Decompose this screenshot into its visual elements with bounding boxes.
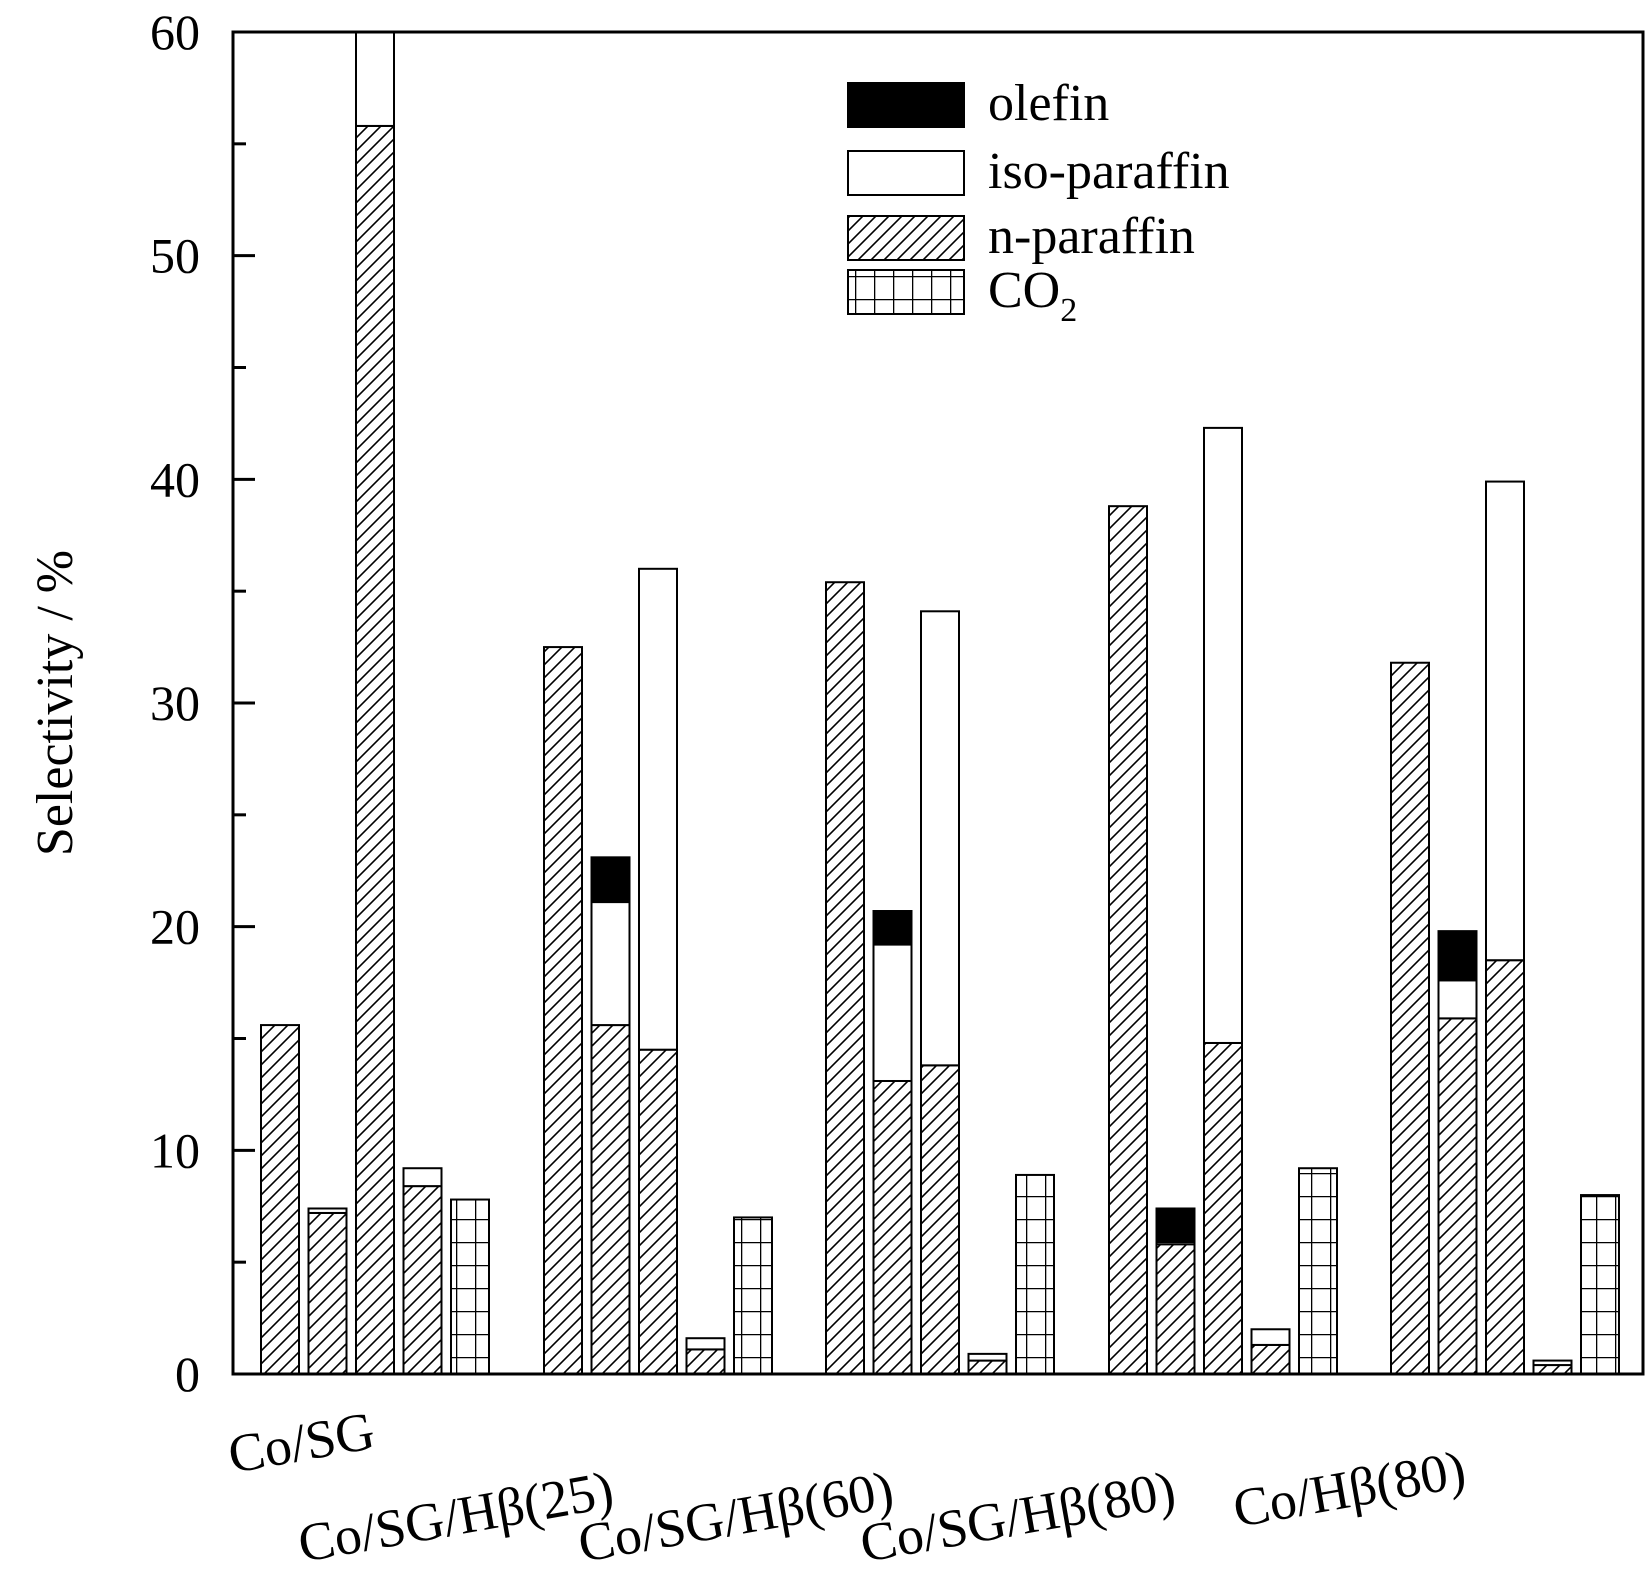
bar-segment-n-paraffin (1390, 661, 1430, 1375)
bar-segment-n-paraffin (1155, 1243, 1196, 1375)
bar-segment-iso-paraffin (1250, 1328, 1291, 1346)
bar-segment-olefin (1437, 930, 1478, 982)
bar-co2 (733, 1216, 773, 1376)
bar-segment-olefin (872, 910, 913, 946)
y-tick-label: 10 (150, 1122, 200, 1178)
bar-segment-n-paraffin (402, 1185, 443, 1375)
bar-segment-n-paraffin (825, 581, 865, 1375)
y-tick-label: 20 (150, 899, 200, 955)
bar-segment-n-paraffin (1437, 1017, 1478, 1375)
category-label: Co/SG/Hβ(80) (856, 1459, 1180, 1573)
bar-segment-n-paraffin (685, 1348, 726, 1375)
legend-item-n: n-paraffin (847, 208, 1195, 265)
bar-segment-n-paraffin (1203, 1041, 1243, 1376)
bar-group (260, 31, 490, 1376)
bar-segment-iso-paraffin (638, 567, 678, 1051)
y-tick-label: 0 (175, 1346, 200, 1402)
y-axis-title: Selectivity / % (27, 550, 84, 856)
bar-segment-n-paraffin (307, 1211, 348, 1375)
bar-segment-iso-paraffin (872, 943, 913, 1082)
bar-segment-iso-paraffin (307, 1207, 348, 1214)
bar-segment-n-paraffin (260, 1024, 300, 1375)
bar-segment-n-paraffin (1485, 959, 1525, 1375)
bar-segment-n-paraffin (967, 1359, 1008, 1375)
y-tick-label: 60 (150, 4, 200, 60)
y-tick-label: 30 (150, 675, 200, 731)
legend-swatch-co2 (847, 269, 965, 315)
y-axis: 0 10 20 30 40 50 60 (150, 4, 255, 1402)
bar-segment-n-paraffin (920, 1064, 960, 1375)
bar-segment-n-paraffin (638, 1048, 678, 1376)
category-label: Co/Hβ(80) (1229, 1439, 1470, 1539)
bar-group (1108, 426, 1338, 1376)
bar-segment-iso-paraffin (1203, 426, 1243, 1044)
bar-segment-iso-paraffin (1437, 979, 1478, 1020)
bar-segment-n-paraffin (355, 124, 395, 1376)
bar-co2 (1015, 1173, 1055, 1375)
y-tick-label: 50 (150, 228, 200, 284)
category-label: Co/SG (224, 1400, 379, 1485)
bar-segment-olefin (1155, 1207, 1196, 1244)
legend-item-iso: iso-paraffin (847, 143, 1230, 200)
bar-group (825, 581, 1055, 1376)
legend-label-n: n-paraffin (988, 208, 1195, 265)
bars-layer (260, 31, 1620, 1376)
bar-segment-n-paraffin (1250, 1343, 1291, 1376)
bar-segment-iso-paraffin (1532, 1359, 1573, 1367)
bar-group (543, 567, 773, 1376)
bar-segment-iso-paraffin (685, 1337, 726, 1351)
legend-item-co2: CO2 (847, 262, 1077, 329)
bar-co2 (1298, 1167, 1338, 1376)
bar-segment-n-paraffin (872, 1079, 913, 1376)
bar-segment-n-paraffin (543, 646, 583, 1375)
bar-segment-iso-paraffin (590, 901, 631, 1027)
legend-label-olefin: olefin (988, 75, 1109, 132)
legend-item-olefin: olefin (847, 75, 1109, 132)
legend-swatch-n (847, 215, 965, 261)
legend-label-iso: iso-paraffin (988, 143, 1230, 200)
bar-segment-n-paraffin (590, 1024, 631, 1375)
category-labels: Co/SGCo/SG/Hβ(25)Co/SG/Hβ(60)Co/SG/Hβ(80… (224, 1400, 1470, 1574)
legend-label-co2: CO2 (988, 262, 1077, 329)
legend-swatch-iso (847, 150, 965, 196)
category-label: Co/SG/Hβ(25) (294, 1459, 618, 1573)
bar-segment-iso-paraffin (355, 31, 395, 127)
bar-segment-iso-paraffin (402, 1167, 443, 1188)
bar-group (1390, 480, 1620, 1376)
bar-co2 (450, 1198, 490, 1376)
legend-swatch-olefin (847, 82, 965, 128)
bar-co2 (1580, 1194, 1620, 1375)
bar-segment-iso-paraffin (1485, 480, 1525, 962)
bar-segment-olefin (590, 856, 631, 904)
y-tick-label: 40 (150, 451, 200, 507)
bar-segment-iso-paraffin (967, 1352, 1008, 1362)
bar-segment-n-paraffin (1108, 505, 1148, 1375)
category-label: Co/SG/Hβ(60) (574, 1459, 898, 1573)
bar-segment-iso-paraffin (920, 610, 960, 1067)
